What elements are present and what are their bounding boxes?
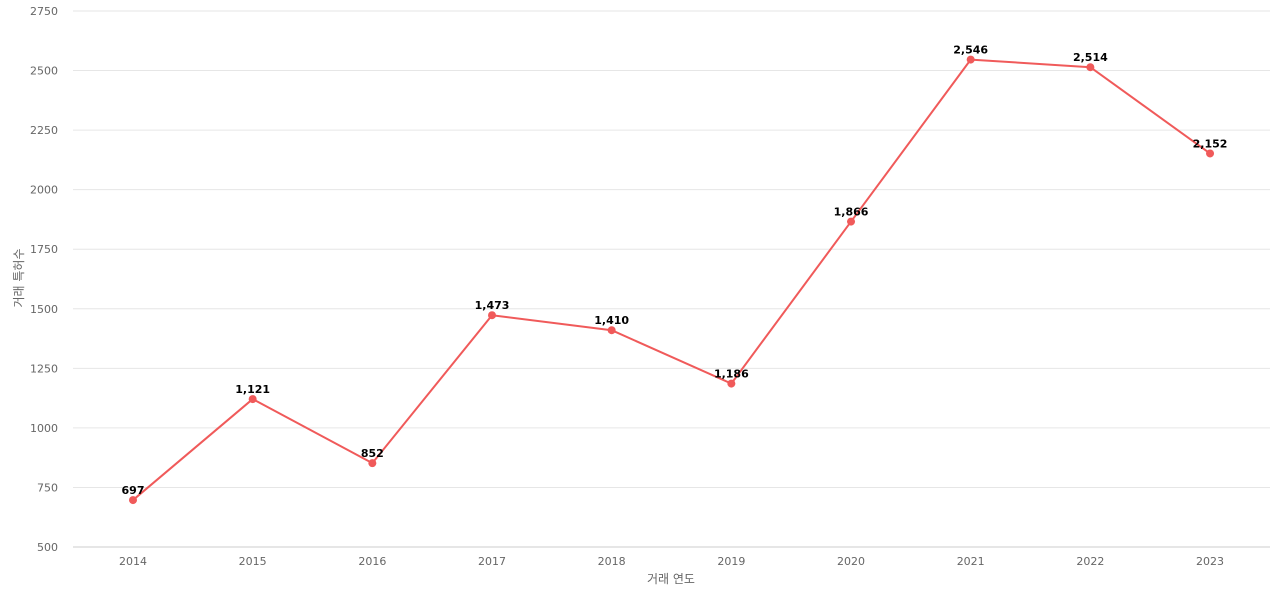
y-tick-label: 1000 <box>30 422 58 435</box>
y-tick-label: 1750 <box>30 243 58 256</box>
data-label: 1,186 <box>714 368 749 381</box>
x-tick-label: 2015 <box>239 555 267 568</box>
data-point[interactable] <box>847 217 856 226</box>
x-tick-label: 2017 <box>478 555 506 568</box>
x-tick-label: 2019 <box>717 555 745 568</box>
y-tick-label: 1500 <box>30 303 58 316</box>
data-point[interactable] <box>129 496 137 505</box>
data-label: 1,473 <box>475 299 510 312</box>
y-tick-label: 2750 <box>30 5 58 18</box>
x-tick-label: 2014 <box>119 555 147 568</box>
data-point[interactable] <box>1206 149 1215 158</box>
data-label: 852 <box>361 447 384 460</box>
data-labels: 697 1,121 852 1,473 1,410 1,186 1,866 2,546 2,51… <box>122 44 1228 497</box>
grid-lines <box>73 10 1270 548</box>
data-point[interactable] <box>248 395 257 404</box>
series-group <box>129 55 1215 505</box>
data-label: 697 <box>122 484 145 497</box>
data-label: 2,152 <box>1193 137 1228 150</box>
data-point[interactable] <box>1086 63 1095 72</box>
data-label: 1,410 <box>594 314 629 327</box>
x-tick-label: 2023 <box>1196 555 1224 568</box>
x-tick-label: 2016 <box>358 555 386 568</box>
x-tick-label: 2022 <box>1076 555 1104 568</box>
y-tick-label: 2250 <box>30 124 58 137</box>
data-label: 2,546 <box>953 44 988 57</box>
data-point[interactable] <box>488 311 497 320</box>
y-tick-label: 1250 <box>30 362 58 375</box>
data-point[interactable] <box>368 459 377 468</box>
y-tick-label: 2000 <box>30 184 58 197</box>
y-axis-ticks: 500 750 1000 1250 1500 1750 2000 2250 2500 2750 <box>30 5 58 554</box>
y-tick-label: 500 <box>37 541 58 554</box>
x-tick-label: 2021 <box>957 555 985 568</box>
x-tick-label: 2020 <box>837 555 865 568</box>
x-tick-label: 2018 <box>598 555 626 568</box>
y-tick-label: 2500 <box>30 65 58 78</box>
data-point[interactable] <box>727 379 736 388</box>
data-point[interactable] <box>966 55 975 64</box>
y-axis-title: 거래 특허수 <box>12 248 26 307</box>
data-label: 1,121 <box>235 383 270 396</box>
data-point[interactable] <box>607 326 616 335</box>
series-line <box>132 58 1212 502</box>
x-axis-ticks: 2014 2015 2016 2017 2018 2019 2020 2021 2022 2023 <box>119 555 1224 568</box>
data-label: 2,514 <box>1073 51 1108 64</box>
x-axis-title: 거래 연도 <box>647 572 695 586</box>
y-tick-label: 750 <box>37 481 58 494</box>
data-label: 1,866 <box>834 206 869 219</box>
